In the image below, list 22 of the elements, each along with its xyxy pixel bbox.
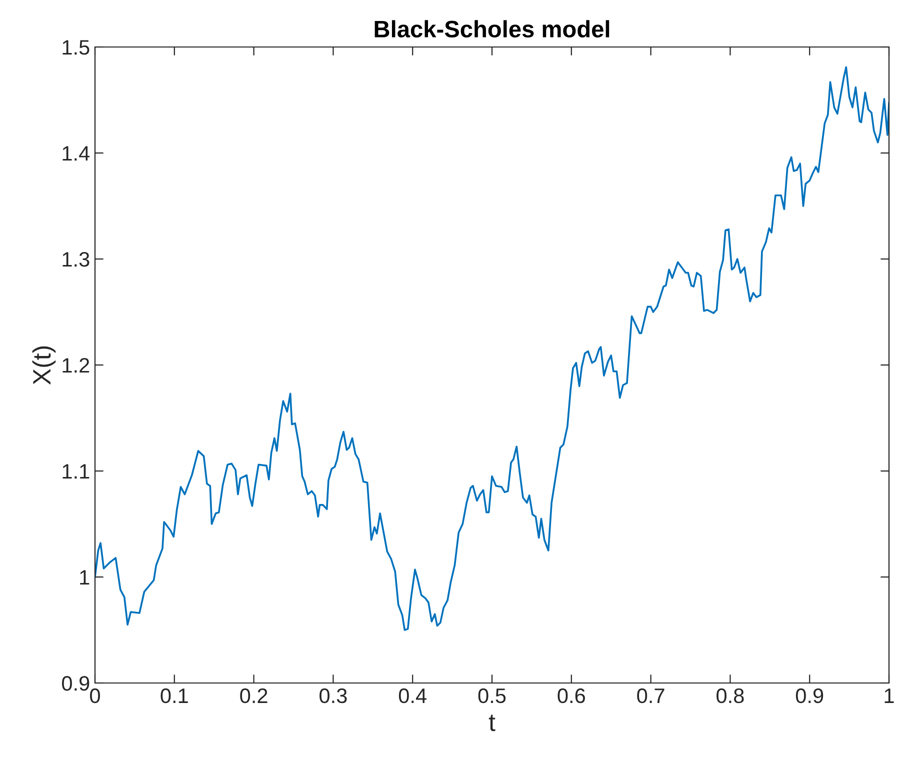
line-series xyxy=(95,66,889,631)
y-axis-title: X(t) xyxy=(32,346,56,385)
x-tick-label: 0.1 xyxy=(160,688,188,704)
y-tick-label: 1.1 xyxy=(62,464,90,479)
chart-title: Black-Scholes model xyxy=(374,20,610,38)
x-tick-label: 0.4 xyxy=(398,688,426,704)
x-tick-label: 0.8 xyxy=(716,688,744,704)
x-axis-title: t xyxy=(488,714,496,732)
x-tick-label: 0.7 xyxy=(637,688,664,704)
x-tick-label: 0.9 xyxy=(796,688,824,704)
y-tick-label: 0.9 xyxy=(62,676,90,691)
x-tick-label: 0.3 xyxy=(320,688,347,704)
y-tick-label: 1.3 xyxy=(62,252,90,267)
x-tick-label: 0 xyxy=(90,688,100,704)
y-tick-label: 1.5 xyxy=(62,40,90,55)
y-tick-label: 1.4 xyxy=(62,146,90,161)
y-tick-label: 1 xyxy=(80,570,90,585)
y-tick-label: 1.2 xyxy=(62,358,90,373)
x-tick-label: 0.6 xyxy=(558,688,585,704)
x-tick-label: 0.2 xyxy=(240,688,268,704)
x-tick-label: 0.5 xyxy=(478,688,506,704)
x-tick-label: 1 xyxy=(884,688,894,703)
